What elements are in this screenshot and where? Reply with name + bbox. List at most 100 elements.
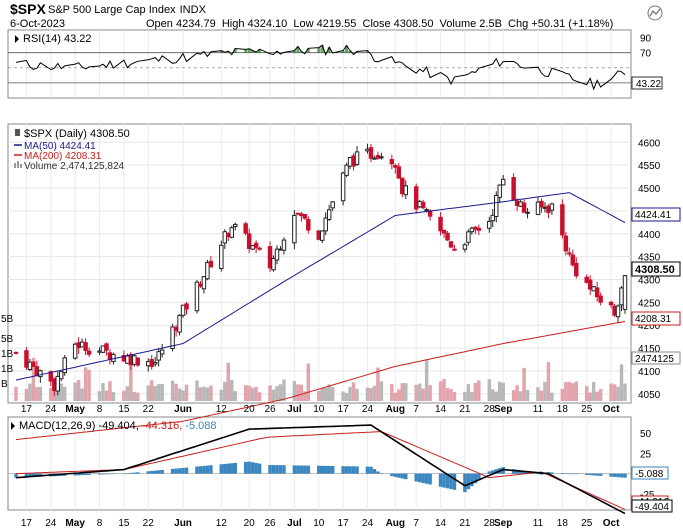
macd-histogram-bar — [550, 472, 554, 474]
macd-histogram-bar — [376, 471, 380, 474]
volume-bar — [101, 383, 105, 401]
volume-bar — [247, 385, 251, 401]
volume-bar — [564, 382, 568, 401]
x-axis-label: Jul — [287, 518, 302, 529]
x-axis-label: 10 — [313, 518, 325, 529]
macd-histogram-bar — [438, 473, 443, 487]
volume-bar — [491, 389, 495, 401]
candle-body — [567, 252, 572, 255]
volume-bar — [536, 387, 540, 401]
macd-histogram-bar — [320, 465, 324, 474]
candle-body — [295, 212, 301, 215]
macd-histogram-bar — [111, 473, 116, 475]
svg-text:2474125: 2474125 — [635, 354, 674, 365]
candle-body — [574, 262, 579, 277]
volume-bar — [546, 362, 551, 401]
candle-body — [396, 166, 402, 179]
close-price-tag: 4308.50 — [631, 261, 681, 277]
macd-histogram-bar — [623, 473, 627, 478]
volume-bar — [595, 391, 599, 401]
volume-bar — [219, 389, 224, 401]
volume-bar — [292, 381, 297, 401]
x-axis-label: 17 — [338, 518, 350, 529]
macd-histogram-bar — [97, 473, 102, 475]
candle-body — [379, 156, 384, 159]
candle-body — [250, 245, 255, 250]
macd-histogram-bar — [571, 473, 575, 475]
candle-body — [514, 200, 520, 206]
macd-histogram-bar — [271, 465, 276, 474]
macd-histogram-bar — [463, 473, 467, 493]
volume-bar — [268, 385, 272, 401]
volume-bar — [598, 389, 603, 401]
candle-body — [292, 214, 297, 244]
volume-bar — [560, 388, 565, 401]
volume-bar — [177, 388, 182, 401]
macd-histogram-bar — [369, 466, 373, 474]
x-axis-label: May — [65, 518, 85, 529]
volume-tag: 2474125 — [631, 351, 681, 365]
volume-bar — [97, 391, 102, 401]
ma200-line — [15, 320, 626, 441]
macd-histogram-bar — [184, 467, 189, 474]
candle-body — [500, 178, 506, 186]
svg-text:4308.50: 4308.50 — [635, 264, 675, 276]
ma50-tag: 4424.41 — [631, 207, 681, 222]
volume-bar — [181, 390, 185, 401]
candle-body — [469, 227, 475, 233]
macd-histogram-bar — [400, 473, 405, 479]
volume-bar — [129, 366, 133, 401]
macd-histogram-bar — [616, 473, 620, 478]
candle-body — [511, 177, 516, 201]
volume-bar — [414, 384, 418, 401]
macd-histogram-bar — [473, 473, 478, 484]
macd-histogram-bar — [518, 470, 523, 474]
volume-bar — [494, 391, 498, 401]
macd-histogram-bar — [351, 466, 356, 474]
candle-body — [156, 351, 161, 361]
x-axis-label: 8 — [97, 518, 103, 529]
volume-bar — [56, 391, 60, 401]
candle-body — [278, 248, 283, 251]
volume-bar — [522, 367, 526, 401]
candle-body — [83, 342, 88, 351]
candle-body — [497, 184, 502, 199]
macd-histogram-bar — [317, 465, 321, 474]
volume-bar — [452, 392, 457, 401]
rsi-overbought-fill — [348, 50, 352, 53]
x-axis-label: 18 — [557, 518, 569, 529]
volume-bar — [317, 390, 321, 401]
candle-body — [587, 279, 593, 290]
x-axis-label: 12 — [216, 518, 228, 529]
volume-bar — [511, 390, 516, 401]
candle-body — [525, 211, 530, 214]
ma50-line — [15, 192, 626, 381]
candle-body — [34, 366, 40, 376]
volume-bar — [588, 392, 592, 401]
volume-bar — [59, 383, 63, 401]
price-tick-label: 4600 — [638, 138, 661, 149]
macd-histogram-bar — [417, 473, 422, 483]
candle-body — [441, 229, 447, 234]
svg-text:-5.088: -5.088 — [635, 469, 664, 480]
volume-bar — [501, 382, 505, 401]
x-axis-label: 7 — [413, 518, 419, 529]
macd-histogram-bar — [108, 473, 112, 475]
rsi-overbought-fill — [226, 51, 230, 53]
candle-body — [330, 201, 335, 209]
macd-histogram-bar — [122, 473, 126, 475]
macd-histogram-bar — [268, 465, 272, 474]
price-tick-label: 4100 — [638, 367, 661, 378]
candle-body — [100, 345, 106, 353]
x-axis-label: Oct — [603, 404, 620, 415]
volume-bar — [428, 385, 432, 401]
volume-bar — [323, 387, 328, 401]
macd-histogram-bar — [35, 473, 39, 477]
x-axis-label: 10 — [313, 404, 325, 415]
candle-body — [549, 203, 555, 211]
volume-bar — [104, 390, 109, 401]
volume-bar — [278, 384, 283, 401]
volume-bar — [49, 388, 53, 401]
rsi-overbought-fill — [299, 51, 303, 53]
rsi-label: RSI(14) 43.22 — [15, 33, 91, 45]
